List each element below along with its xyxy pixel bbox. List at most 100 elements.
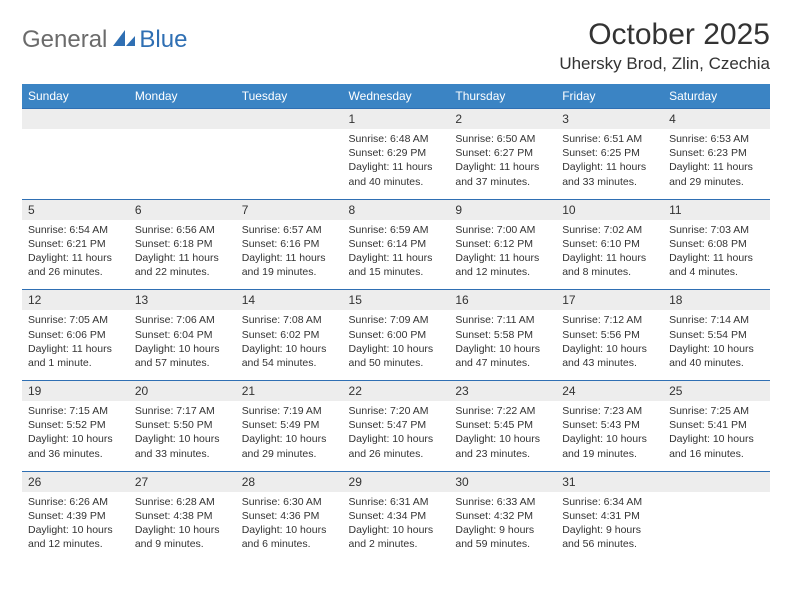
sunset-line: Sunset: 5:50 PM [135, 418, 230, 432]
sunrise-line: Sunrise: 6:31 AM [349, 495, 444, 509]
date-number-cell: 26 [22, 471, 129, 492]
date-number-row: 19202122232425 [22, 381, 770, 402]
date-detail-cell: Sunrise: 6:26 AMSunset: 4:39 PMDaylight:… [22, 492, 129, 562]
date-detail-cell: Sunrise: 6:57 AMSunset: 6:16 PMDaylight:… [236, 220, 343, 290]
location: Uhersky Brod, Zlin, Czechia [559, 54, 770, 74]
date-detail-cell: Sunrise: 6:56 AMSunset: 6:18 PMDaylight:… [129, 220, 236, 290]
daylight-line: Daylight: 10 hours and 54 minutes. [242, 342, 337, 370]
daylight-line: Daylight: 10 hours and 12 minutes. [28, 523, 123, 551]
daylight-line: Daylight: 11 hours and 40 minutes. [349, 160, 444, 188]
date-number-cell: 11 [663, 199, 770, 220]
sunset-line: Sunset: 5:45 PM [455, 418, 550, 432]
daylight-line: Daylight: 11 hours and 19 minutes. [242, 251, 337, 279]
sunset-line: Sunset: 6:23 PM [669, 146, 764, 160]
sunrise-line: Sunrise: 6:50 AM [455, 132, 550, 146]
sunset-line: Sunset: 6:12 PM [455, 237, 550, 251]
date-detail-cell: Sunrise: 7:02 AMSunset: 6:10 PMDaylight:… [556, 220, 663, 290]
date-number-cell: 24 [556, 381, 663, 402]
date-detail-cell: Sunrise: 7:00 AMSunset: 6:12 PMDaylight:… [449, 220, 556, 290]
sunset-line: Sunset: 6:04 PM [135, 328, 230, 342]
sunrise-line: Sunrise: 7:08 AM [242, 313, 337, 327]
daylight-line: Daylight: 10 hours and 36 minutes. [28, 432, 123, 460]
date-detail-row: Sunrise: 6:26 AMSunset: 4:39 PMDaylight:… [22, 492, 770, 562]
date-number-cell [236, 109, 343, 130]
date-number-cell: 5 [22, 199, 129, 220]
sunset-line: Sunset: 6:16 PM [242, 237, 337, 251]
daylight-line: Daylight: 10 hours and 2 minutes. [349, 523, 444, 551]
date-number-cell: 16 [449, 290, 556, 311]
date-number-cell: 1 [343, 109, 450, 130]
sunset-line: Sunset: 5:47 PM [349, 418, 444, 432]
sunrise-line: Sunrise: 6:59 AM [349, 223, 444, 237]
daylight-line: Daylight: 11 hours and 29 minutes. [669, 160, 764, 188]
sunset-line: Sunset: 6:02 PM [242, 328, 337, 342]
date-number-cell [663, 471, 770, 492]
date-number-cell [129, 109, 236, 130]
logo-text-general: General [22, 26, 107, 54]
sunrise-line: Sunrise: 7:12 AM [562, 313, 657, 327]
date-number-cell: 2 [449, 109, 556, 130]
date-detail-cell: Sunrise: 7:03 AMSunset: 6:08 PMDaylight:… [663, 220, 770, 290]
daylight-line: Daylight: 10 hours and 9 minutes. [135, 523, 230, 551]
sunset-line: Sunset: 6:06 PM [28, 328, 123, 342]
sunrise-line: Sunrise: 6:34 AM [562, 495, 657, 509]
date-detail-cell: Sunrise: 6:51 AMSunset: 6:25 PMDaylight:… [556, 129, 663, 199]
date-detail-cell: Sunrise: 7:11 AMSunset: 5:58 PMDaylight:… [449, 310, 556, 380]
sunset-line: Sunset: 6:08 PM [669, 237, 764, 251]
sunrise-line: Sunrise: 6:51 AM [562, 132, 657, 146]
date-detail-cell: Sunrise: 6:50 AMSunset: 6:27 PMDaylight:… [449, 129, 556, 199]
daylight-line: Daylight: 11 hours and 8 minutes. [562, 251, 657, 279]
date-detail-cell: Sunrise: 7:15 AMSunset: 5:52 PMDaylight:… [22, 401, 129, 471]
date-detail-cell: Sunrise: 7:06 AMSunset: 6:04 PMDaylight:… [129, 310, 236, 380]
date-number-cell: 3 [556, 109, 663, 130]
date-number-cell: 15 [343, 290, 450, 311]
date-number-cell: 22 [343, 381, 450, 402]
logo-sail-icon [111, 28, 137, 53]
sunrise-line: Sunrise: 7:06 AM [135, 313, 230, 327]
dayname: Saturday [663, 84, 770, 109]
sunrise-line: Sunrise: 6:57 AM [242, 223, 337, 237]
sunrise-line: Sunrise: 7:22 AM [455, 404, 550, 418]
sunset-line: Sunset: 5:58 PM [455, 328, 550, 342]
date-detail-cell [129, 129, 236, 199]
sunrise-line: Sunrise: 6:54 AM [28, 223, 123, 237]
sunrise-line: Sunrise: 6:53 AM [669, 132, 764, 146]
daylight-line: Daylight: 10 hours and 40 minutes. [669, 342, 764, 370]
daylight-line: Daylight: 10 hours and 23 minutes. [455, 432, 550, 460]
sunset-line: Sunset: 4:39 PM [28, 509, 123, 523]
date-number-cell: 9 [449, 199, 556, 220]
date-number-cell: 7 [236, 199, 343, 220]
dayname: Thursday [449, 84, 556, 109]
sunset-line: Sunset: 5:56 PM [562, 328, 657, 342]
date-detail-cell [236, 129, 343, 199]
sunrise-line: Sunrise: 6:30 AM [242, 495, 337, 509]
date-detail-cell: Sunrise: 6:31 AMSunset: 4:34 PMDaylight:… [343, 492, 450, 562]
date-detail-cell: Sunrise: 6:59 AMSunset: 6:14 PMDaylight:… [343, 220, 450, 290]
sunset-line: Sunset: 6:25 PM [562, 146, 657, 160]
daylight-line: Daylight: 10 hours and 33 minutes. [135, 432, 230, 460]
date-detail-cell: Sunrise: 6:34 AMSunset: 4:31 PMDaylight:… [556, 492, 663, 562]
calendar-table: Sunday Monday Tuesday Wednesday Thursday… [22, 84, 770, 561]
dayname: Monday [129, 84, 236, 109]
sunrise-line: Sunrise: 6:56 AM [135, 223, 230, 237]
date-number-cell: 25 [663, 381, 770, 402]
logo: General Blue [22, 18, 187, 54]
date-detail-cell: Sunrise: 7:05 AMSunset: 6:06 PMDaylight:… [22, 310, 129, 380]
date-detail-cell [22, 129, 129, 199]
sunset-line: Sunset: 6:29 PM [349, 146, 444, 160]
daylight-line: Daylight: 11 hours and 26 minutes. [28, 251, 123, 279]
date-number-cell: 19 [22, 381, 129, 402]
dayname: Sunday [22, 84, 129, 109]
date-detail-row: Sunrise: 6:54 AMSunset: 6:21 PMDaylight:… [22, 220, 770, 290]
date-detail-cell: Sunrise: 6:53 AMSunset: 6:23 PMDaylight:… [663, 129, 770, 199]
date-detail-cell: Sunrise: 6:54 AMSunset: 6:21 PMDaylight:… [22, 220, 129, 290]
sunrise-line: Sunrise: 7:02 AM [562, 223, 657, 237]
daylight-line: Daylight: 10 hours and 29 minutes. [242, 432, 337, 460]
date-number-cell: 30 [449, 471, 556, 492]
daylight-line: Daylight: 10 hours and 19 minutes. [562, 432, 657, 460]
daylight-line: Daylight: 10 hours and 50 minutes. [349, 342, 444, 370]
date-number-row: 1234 [22, 109, 770, 130]
date-number-cell: 13 [129, 290, 236, 311]
sunset-line: Sunset: 5:52 PM [28, 418, 123, 432]
sunrise-line: Sunrise: 7:23 AM [562, 404, 657, 418]
